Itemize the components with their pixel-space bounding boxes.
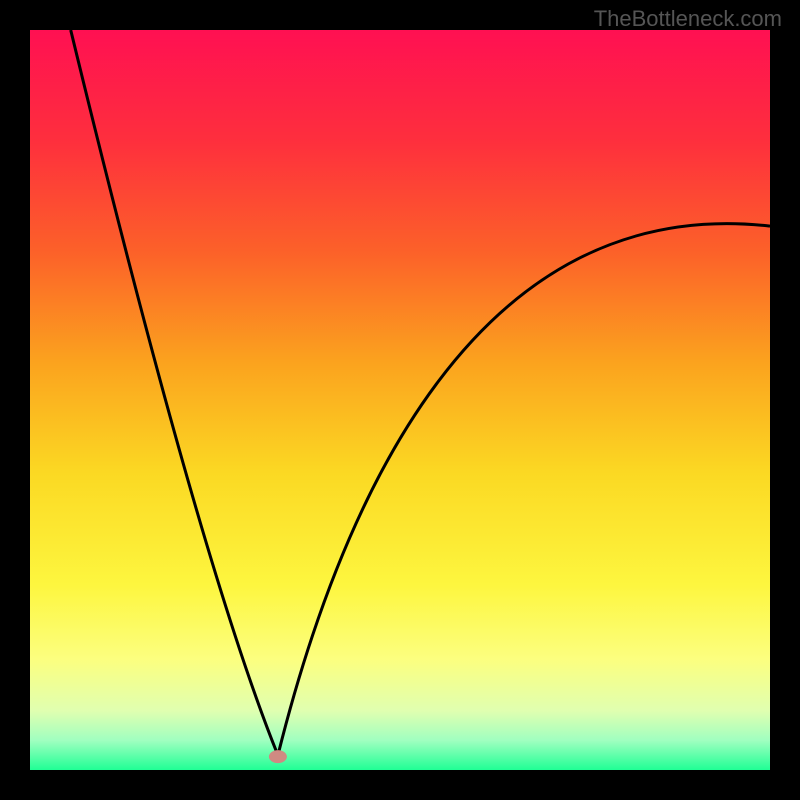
plot-area [30,30,770,770]
chart-container: TheBottleneck.com [0,0,800,800]
watermark-text: TheBottleneck.com [594,6,782,32]
min-marker [269,750,287,763]
bottleneck-chart [0,0,800,800]
